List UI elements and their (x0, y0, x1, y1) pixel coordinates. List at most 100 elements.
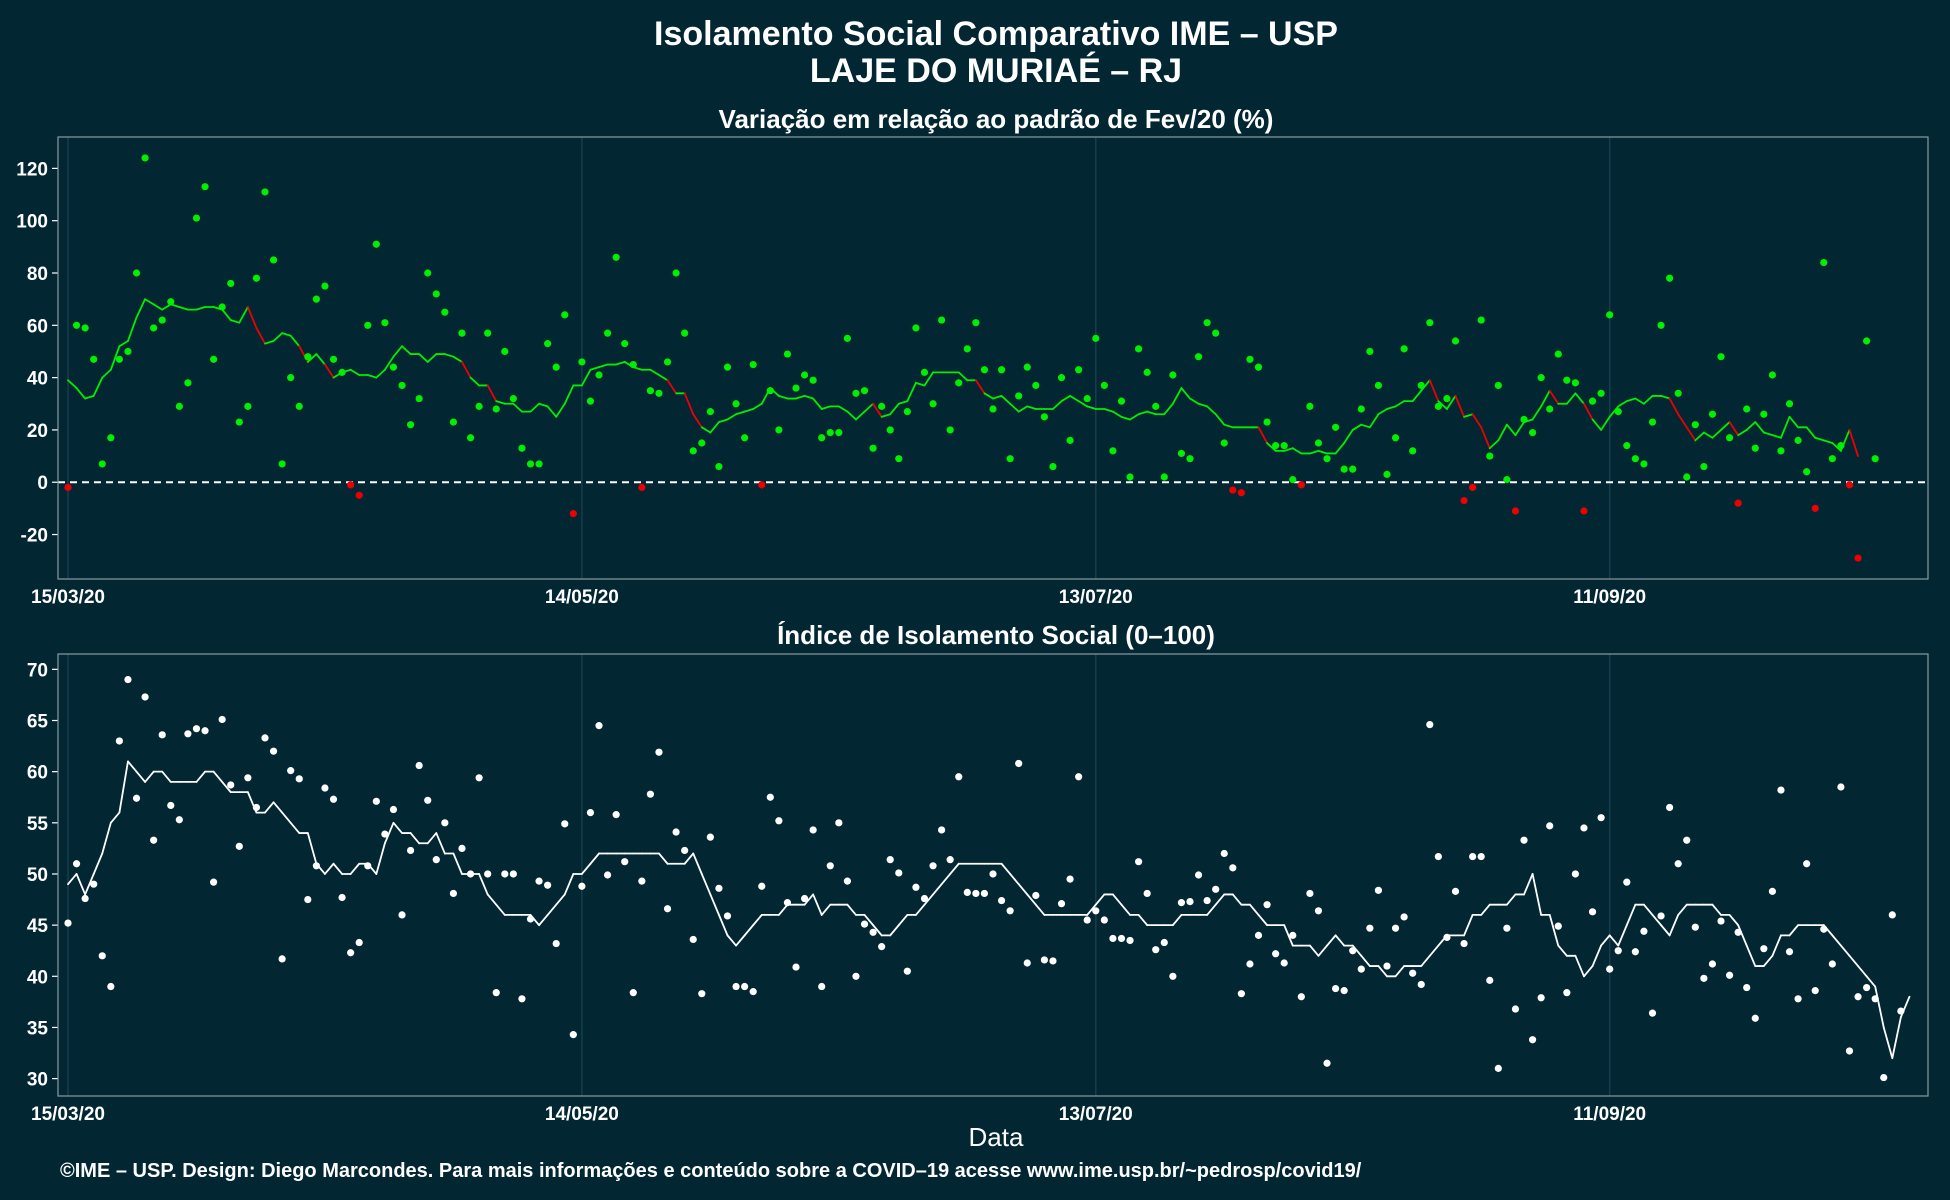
moving-average-segment (1505, 893, 1517, 906)
moving-average-segment (1651, 914, 1662, 927)
daily-point (1152, 946, 1160, 954)
moving-average-segment (375, 842, 386, 875)
daily-point (1588, 908, 1597, 916)
daily-point (1152, 402, 1160, 410)
daily-point (1417, 381, 1425, 390)
moving-average-segment (1634, 397, 1645, 405)
moving-average-segment (700, 873, 712, 896)
daily-point (852, 972, 860, 980)
moving-average-segment (615, 361, 626, 366)
daily-point (1623, 442, 1631, 450)
daily-point (1897, 1007, 1905, 1015)
daily-point (586, 397, 595, 405)
daily-point (1563, 376, 1571, 384)
daily-point (1212, 885, 1220, 893)
daily-point (304, 353, 312, 361)
daily-point (1546, 822, 1554, 830)
daily-point (1357, 965, 1365, 973)
daily-point (1477, 852, 1485, 861)
daily-point (244, 402, 252, 410)
daily-point (681, 846, 689, 855)
moving-average-segment (1360, 423, 1371, 429)
daily-point (1717, 917, 1725, 925)
top-panel-title: Variação em relação ao padrão de Fev/20 … (719, 104, 1274, 134)
daily-point (698, 439, 706, 447)
y-tick-label: 65 (27, 712, 49, 733)
daily-point (1443, 933, 1451, 942)
daily-point (1186, 898, 1194, 906)
daily-point (1323, 1059, 1331, 1067)
moving-average-segment (418, 353, 429, 363)
daily-point (621, 340, 629, 348)
daily-point (72, 860, 81, 868)
daily-point (1494, 1064, 1502, 1072)
moving-average-segment (1754, 421, 1765, 434)
daily-point (997, 366, 1006, 374)
daily-point (732, 400, 740, 408)
daily-point (1374, 886, 1383, 894)
daily-point (1477, 316, 1485, 324)
daily-point (81, 894, 89, 903)
daily-point (261, 188, 269, 196)
daily-point (1683, 473, 1691, 481)
daily-point (663, 358, 672, 366)
daily-point (432, 290, 440, 298)
top-moving-average (67, 298, 1859, 457)
daily-point (1023, 363, 1031, 371)
daily-point (1863, 983, 1871, 992)
daily-point (1811, 504, 1819, 512)
daily-point (980, 889, 989, 898)
daily-point (569, 1031, 577, 1039)
moving-average-segment (1326, 934, 1337, 947)
daily-point (1272, 950, 1280, 958)
daily-point (920, 368, 929, 376)
moving-average-segment (940, 873, 952, 886)
moving-average-segment (1548, 389, 1560, 405)
daily-point (406, 846, 415, 855)
daily-point (509, 870, 517, 878)
daily-point (295, 775, 303, 783)
daily-point (1760, 410, 1768, 418)
daily-point (1434, 402, 1442, 410)
moving-average-segment (161, 770, 172, 783)
moving-average-segment (1223, 423, 1234, 429)
moving-average-segment (1017, 405, 1029, 413)
daily-point (1571, 870, 1580, 878)
daily-point (1409, 969, 1417, 977)
daily-point (1331, 423, 1340, 431)
moving-average-segment (1711, 429, 1722, 439)
top-panel-border (57, 136, 1929, 580)
daily-point (1460, 939, 1468, 948)
moving-average-segment (718, 418, 729, 423)
daily-point (1606, 311, 1614, 319)
bottom-x-axis: 15/03/20 14/05/20 13/07/20 11/09/20 (31, 1104, 1646, 1125)
moving-average-segment (709, 893, 720, 916)
y-tick-label: 30 (27, 1070, 48, 1091)
moving-average-segment (718, 914, 729, 937)
moving-average-segment (392, 345, 403, 358)
daily-point (1374, 381, 1383, 390)
daily-point (715, 462, 723, 471)
moving-average-segment (1857, 965, 1868, 978)
daily-point (1666, 803, 1674, 812)
moving-average-segment (923, 371, 934, 387)
daily-point (586, 808, 595, 817)
moving-average-segment (1334, 934, 1346, 947)
daily-point (526, 460, 535, 468)
moving-average-segment (700, 426, 712, 434)
daily-point (406, 421, 415, 429)
moving-average-segment (1548, 914, 1560, 947)
daily-point (141, 693, 149, 701)
daily-point (1092, 907, 1100, 915)
daily-point (458, 329, 466, 337)
daily-point (1160, 473, 1168, 481)
daily-point (1075, 773, 1083, 781)
daily-point (1391, 924, 1400, 932)
daily-point (235, 418, 243, 426)
moving-average-segment (666, 379, 678, 395)
moving-average-segment (401, 345, 412, 355)
daily-point (1100, 916, 1108, 924)
daily-point (1794, 436, 1802, 444)
daily-point (484, 329, 492, 337)
daily-point (424, 269, 432, 277)
